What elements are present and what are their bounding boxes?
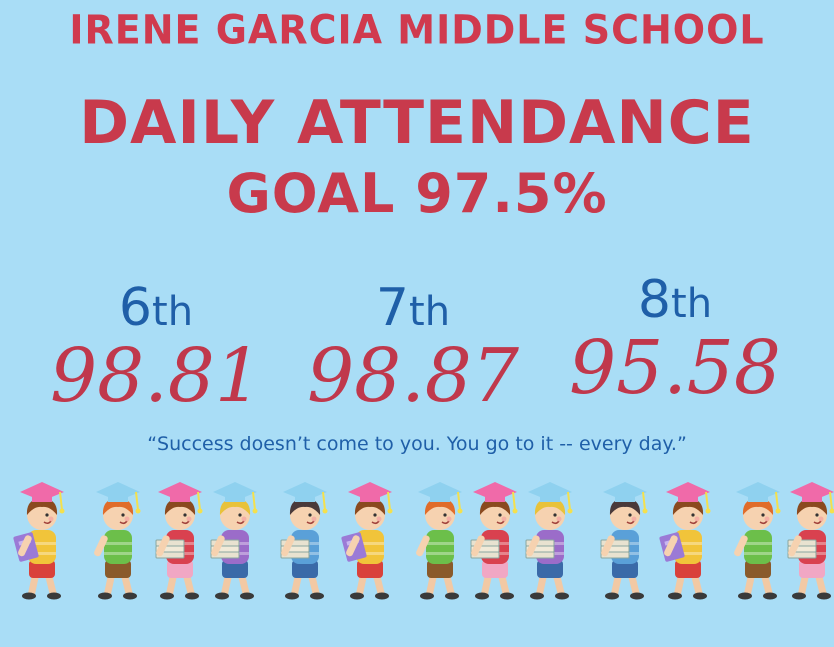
school-name: IRENE GARCIA MIDDLE SCHOOL [69, 6, 765, 54]
graduate-kids-border [13, 482, 834, 600]
grade-6-block: 6th 98.81 [26, 278, 286, 414]
graduate-kid-icon [600, 482, 648, 600]
graduate-kid-icon [787, 482, 834, 600]
grade-7-block: 7th 98.87 [283, 278, 543, 414]
graduate-kid-icon [13, 482, 65, 600]
headline-attendance: DAILY ATTENDANCE [79, 88, 755, 158]
motto-quote: “Success doesn’t come to you. You go to … [147, 433, 687, 455]
graduate-kid-icon [280, 482, 328, 600]
grade-7-label: 7th [375, 278, 451, 338]
grade-8-block: 8th 95.58 [545, 270, 805, 406]
graduate-kid-icon [470, 482, 518, 600]
graduate-kid-icon [416, 482, 463, 600]
graduate-kid-icon [734, 482, 781, 600]
graduate-kid-icon [525, 482, 573, 600]
grade-8-value: 95.58 [569, 325, 781, 411]
grade-6-label: 6th [118, 278, 194, 338]
grade-6-value: 98.81 [50, 333, 262, 419]
graduate-kid-icon [659, 482, 711, 600]
grade-8-label: 8th [637, 270, 713, 330]
graduate-kid-icon [210, 482, 258, 600]
grade-7-value: 98.87 [307, 333, 519, 419]
headline-goal: GOAL 97.5% [226, 162, 608, 225]
graduate-kid-icon [155, 482, 203, 600]
graduate-kid-icon [341, 482, 393, 600]
graduate-kid-icon [94, 482, 141, 600]
